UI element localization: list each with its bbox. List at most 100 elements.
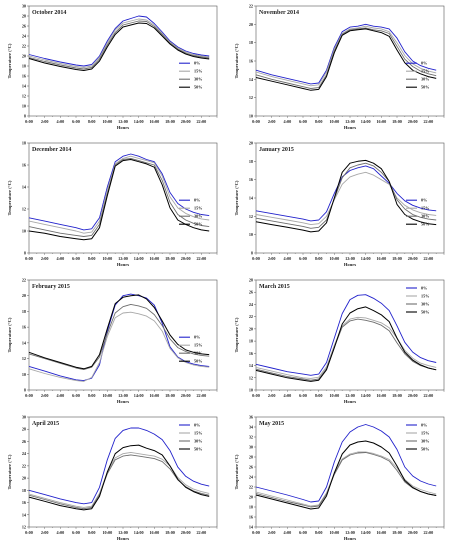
x-tick-label: 0:00 xyxy=(25,119,33,124)
x-tick-label: 8:00 xyxy=(88,256,96,261)
series-line-50pct xyxy=(28,159,210,241)
y-axis-label: Temperature (°C) xyxy=(7,180,12,215)
x-tick-label: 6:00 xyxy=(72,393,80,398)
series-line-0pct xyxy=(28,427,210,505)
x-tick-label: 22:00 xyxy=(423,256,433,261)
y-tick-label: 16 xyxy=(22,500,26,505)
y-tick-label: 16 xyxy=(22,163,26,168)
y-tick-label: 20 xyxy=(249,22,253,27)
series-line-30pct xyxy=(28,20,210,70)
y-tick-label: 16 xyxy=(249,59,253,64)
y-tick-label: 14 xyxy=(249,196,254,201)
x-tick-label: 2:00 xyxy=(268,256,276,261)
x-tick-label: 12:00 xyxy=(345,530,355,535)
y-axis-label: Temperature (°C) xyxy=(234,454,239,489)
x-tick-label: 18:00 xyxy=(165,530,175,535)
x-tick-label: 20:00 xyxy=(408,393,418,398)
legend-label: 0% xyxy=(194,198,200,203)
plot-frame xyxy=(255,5,445,117)
series-line-15pct xyxy=(28,155,210,234)
x-tick-label: 14:00 xyxy=(361,119,371,124)
x-tick-label: 6:00 xyxy=(299,530,307,535)
y-tick-label: 28 xyxy=(249,455,253,460)
y-tick-label: 20 xyxy=(249,141,253,146)
legend-label: 30% xyxy=(194,77,202,82)
series-line-50pct xyxy=(28,294,210,370)
x-tick-label: 20:00 xyxy=(408,119,418,124)
x-tick-label: 0:00 xyxy=(25,256,33,261)
legend-label: 30% xyxy=(421,302,429,307)
y-tick-label: 20 xyxy=(22,293,26,298)
x-tick-label: 14:00 xyxy=(361,256,371,261)
x-tick-label: 18:00 xyxy=(392,530,402,535)
y-tick-label: 14 xyxy=(22,185,27,190)
x-tick-label: 2:00 xyxy=(41,256,49,261)
chart-panel-5: February 2015 8 10 12 14 16 18 20 22 0:00 2:00 4:00… xyxy=(7,278,218,404)
y-tick-label: 26 xyxy=(249,465,253,470)
x-tick-label: 16:00 xyxy=(376,530,386,535)
chart-panel-7: April 2015 12 14 16 18 20 22 24 26 28 30 0:00 2:00 4:… xyxy=(7,415,218,541)
y-tick-label: 12 xyxy=(22,525,26,530)
series-line-15pct xyxy=(28,451,210,508)
x-tick-label: 8:00 xyxy=(88,393,96,398)
series-line-50pct xyxy=(255,159,437,233)
x-tick-label: 20:00 xyxy=(181,393,191,398)
plot-frame xyxy=(255,142,445,254)
legend-label: 50% xyxy=(194,447,202,452)
x-axis-label: Hours xyxy=(344,262,356,267)
y-tick-label: 14 xyxy=(249,77,254,82)
x-tick-label: 6:00 xyxy=(72,530,80,535)
series-line-50pct xyxy=(28,22,210,71)
y-tick-label: 28 xyxy=(22,427,26,432)
y-tick-label: 22 xyxy=(249,4,253,9)
y-tick-label: 32 xyxy=(249,435,253,440)
y-axis-label: Temperature (°C) xyxy=(7,454,12,489)
x-tick-label: 20:00 xyxy=(181,256,191,261)
x-tick-label: 10:00 xyxy=(329,530,339,535)
legend-label: 15% xyxy=(421,206,429,211)
x-tick-label: 4:00 xyxy=(56,256,64,261)
series-line-15pct xyxy=(28,311,210,382)
chart-title: March 2015 xyxy=(259,284,290,290)
y-tick-label: 28 xyxy=(22,14,26,19)
x-tick-label: 8:00 xyxy=(315,530,323,535)
x-tick-label: 18:00 xyxy=(165,393,175,398)
x-tick-label: 8:00 xyxy=(88,530,96,535)
y-tick-label: 14 xyxy=(22,340,27,345)
x-tick-label: 18:00 xyxy=(165,256,175,261)
x-tick-label: 0:00 xyxy=(252,393,260,398)
chart-title: February 2015 xyxy=(32,284,70,290)
x-tick-label: 0:00 xyxy=(252,256,260,261)
legend-label: 15% xyxy=(421,294,429,299)
y-tick-label: 10 xyxy=(22,104,26,109)
x-tick-label: 2:00 xyxy=(268,393,276,398)
y-tick-label: 18 xyxy=(22,309,26,314)
x-tick-label: 10:00 xyxy=(102,119,112,124)
legend-label: 50% xyxy=(421,222,429,227)
legend-label: 30% xyxy=(194,439,202,444)
legend-label: 0% xyxy=(194,423,200,428)
x-tick-label: 8:00 xyxy=(315,393,323,398)
x-tick-label: 14:00 xyxy=(134,393,144,398)
legend-label: 0% xyxy=(421,286,427,291)
y-tick-label: 26 xyxy=(249,290,253,295)
y-tick-label: 16 xyxy=(22,74,26,79)
chart-title: April 2015 xyxy=(32,421,59,427)
x-tick-label: 16:00 xyxy=(149,119,159,124)
legend-label: 30% xyxy=(421,214,429,219)
x-tick-label: 22:00 xyxy=(196,119,206,124)
series-line-15pct xyxy=(28,18,210,68)
x-tick-label: 16:00 xyxy=(149,393,159,398)
series-line-0pct xyxy=(255,165,437,222)
x-tick-label: 6:00 xyxy=(72,119,80,124)
x-tick-label: 0:00 xyxy=(25,393,33,398)
series-line-30pct xyxy=(255,318,437,381)
y-tick-label: 10 xyxy=(249,232,253,237)
legend-label: 15% xyxy=(421,431,429,436)
series-line-0pct xyxy=(255,424,437,503)
series-line-0pct xyxy=(255,23,437,85)
y-tick-label: 20 xyxy=(22,54,26,59)
x-tick-label: 20:00 xyxy=(408,530,418,535)
x-tick-label: 18:00 xyxy=(392,119,402,124)
x-tick-label: 0:00 xyxy=(252,530,260,535)
